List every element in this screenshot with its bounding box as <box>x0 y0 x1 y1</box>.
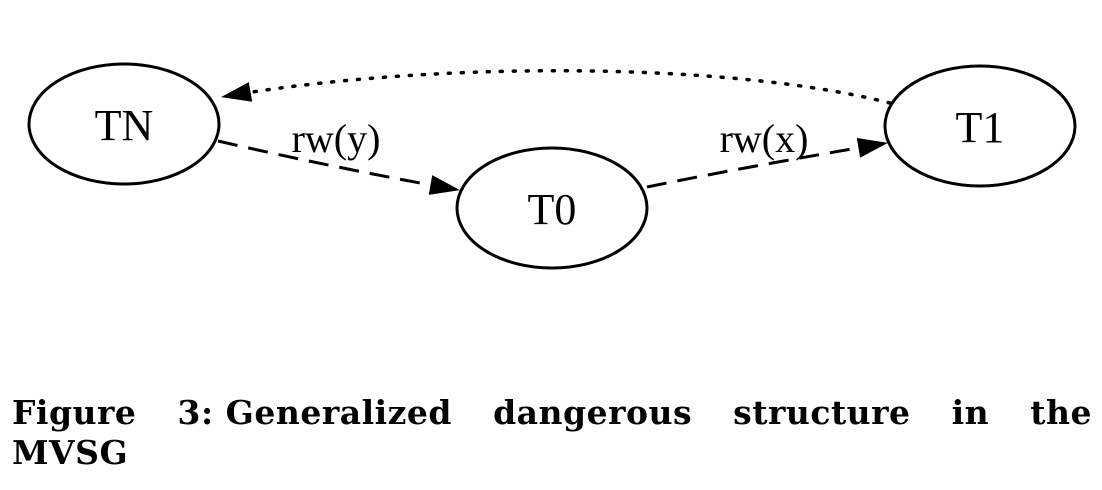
dependency-graph: rw(y) rw(x) TN T0 T1 <box>27 62 1077 270</box>
node-tn-label: TN <box>95 101 154 150</box>
figure-caption: Figure 3: Generalized dangerous structure… <box>12 393 1092 473</box>
figure-label: Figure 3: <box>12 393 214 432</box>
node-t1-label: T1 <box>956 103 1005 152</box>
node-t0-label: T0 <box>528 185 577 234</box>
node-tn: TN <box>27 62 221 186</box>
caption-text: Generalized dangerous structure in the M… <box>12 393 1092 472</box>
edge-label-rw-y: rw(y) <box>292 116 381 161</box>
node-t1: T1 <box>883 64 1077 188</box>
edge-t1-to-tn <box>220 68 892 105</box>
edge-tn-to-t0 <box>217 139 460 195</box>
node-t0: T0 <box>455 146 649 270</box>
edge-label-rw-x: rw(x) <box>720 116 809 161</box>
